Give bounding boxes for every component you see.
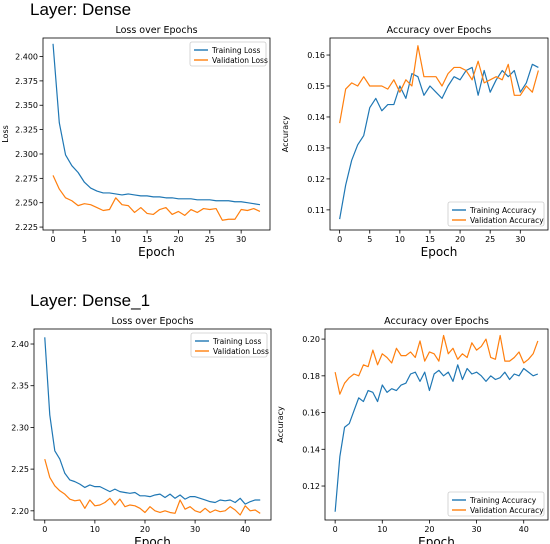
y-tick-label: 0.11	[307, 206, 325, 215]
x-tick-label: 0	[333, 525, 338, 534]
y-tick-label: 0.15	[307, 82, 325, 91]
plot-frame	[329, 37, 549, 231]
chart-title: Accuracy over Epochs	[384, 316, 489, 327]
legend-box	[189, 41, 267, 67]
x-tick-label: 15	[142, 235, 152, 244]
y-tick-label: 0.16	[307, 51, 325, 60]
legend-box	[190, 332, 268, 358]
y-tick-label: 0.14	[302, 445, 320, 454]
y-tick-label: 0.20	[302, 335, 320, 344]
y-tick-label: 0.12	[307, 175, 325, 184]
x-tick-label: 40	[240, 525, 250, 534]
legend-label: Training Accuracy	[469, 496, 537, 505]
x-tick-label: 0	[42, 525, 47, 534]
y-tick-label: 0.13	[307, 144, 325, 153]
series-line-training	[339, 63, 539, 220]
y-axis-label: Loss	[0, 416, 1, 434]
y-tick-label: 2.40	[11, 340, 29, 349]
x-tick-label: 10	[90, 525, 100, 534]
layer-title-dense: Layer: Dense	[30, 0, 132, 19]
x-axis-label: Epoch	[134, 535, 171, 544]
x-axis-label: Epoch	[421, 245, 458, 259]
y-tick-label: 2.375	[15, 77, 38, 86]
x-axis-label: Epoch	[138, 245, 175, 259]
x-tick-label: 40	[519, 525, 529, 534]
series-line-training	[52, 43, 261, 206]
x-tick-label: 20	[140, 525, 150, 534]
plot-frame	[42, 37, 271, 231]
y-axis-label: Loss	[1, 125, 10, 143]
y-tick-label: 2.250	[15, 199, 38, 208]
y-tick-label: 0.14	[307, 113, 325, 122]
series-line-validation	[334, 334, 539, 395]
x-axis-label: Epoch	[418, 535, 455, 544]
legend-label: Training Loss	[211, 46, 261, 55]
y-tick-label: 2.325	[15, 126, 38, 135]
dense-accuracy-chart: Accuracy over Epochs 0 5 10 15 20 25 30 0.11 0.12…	[281, 25, 549, 259]
x-tick-label: 25	[485, 235, 495, 244]
chart-title: Accuracy over Epochs	[387, 25, 492, 36]
x-tick-label: 30	[236, 235, 246, 244]
y-tick-label: 2.225	[15, 223, 38, 232]
legend-label: Validation Accuracy	[470, 216, 544, 225]
y-tick-label: 0.16	[302, 409, 320, 418]
legend-label: Validation Loss	[213, 347, 269, 356]
x-tick-label: 10	[377, 525, 387, 534]
x-tick-label: 20	[455, 235, 465, 244]
dense-1-loss-chart: Loss over Epochs 0 10 20 30 40 2.20 2.25 2.30 2.3…	[0, 316, 272, 544]
series-line-validation	[339, 45, 539, 124]
series-line-validation	[52, 175, 261, 221]
chart-title: Loss over Epochs	[111, 316, 193, 327]
x-tick-label: 5	[367, 235, 372, 244]
y-tick-label: 2.25	[11, 465, 29, 474]
series-line-training	[44, 337, 261, 505]
y-tick-label: 0.18	[302, 372, 320, 381]
legend-label: Training Accuracy	[469, 206, 537, 215]
series-line-validation	[44, 458, 261, 516]
layer-title-dense-1: Layer: Dense_1	[30, 291, 151, 310]
legend-label: Validation Accuracy	[470, 506, 544, 515]
plot-frame	[33, 328, 272, 521]
series-line-training	[334, 364, 539, 512]
y-axis-label: Accuracy	[276, 406, 285, 443]
y-axis-label: Accuracy	[281, 115, 290, 152]
y-tick-label: 2.400	[15, 53, 38, 62]
x-tick-label: 5	[82, 235, 87, 244]
plot-frame	[324, 328, 549, 521]
y-tick-label: 2.35	[11, 382, 29, 391]
dense-1-accuracy-chart: Accuracy over Epochs 0 10 20 30 40 0.12 0.14 0.1…	[276, 316, 549, 544]
y-tick-label: 2.300	[15, 150, 38, 159]
x-tick-label: 20	[173, 235, 183, 244]
y-tick-label: 2.30	[11, 423, 29, 432]
x-tick-label: 30	[190, 525, 200, 534]
legend-box	[447, 491, 545, 517]
dense-loss-chart: Loss over Epochs 0 5 10 15 20 25 30 2.225 2.250 2.…	[1, 25, 271, 259]
y-tick-label: 0.12	[302, 482, 320, 491]
x-tick-label: 10	[395, 235, 405, 244]
chart-title: Loss over Epochs	[115, 25, 197, 36]
x-tick-label: 30	[471, 525, 481, 534]
x-tick-label: 20	[424, 525, 434, 534]
y-tick-label: 2.275	[15, 174, 38, 183]
x-tick-label: 15	[425, 235, 435, 244]
x-tick-label: 0	[337, 235, 342, 244]
legend-box	[447, 201, 545, 227]
x-tick-label: 0	[50, 235, 55, 244]
x-tick-label: 30	[515, 235, 525, 244]
legend-label: Validation Loss	[212, 56, 268, 65]
y-tick-label: 2.20	[11, 507, 29, 516]
x-tick-label: 25	[205, 235, 215, 244]
legend-label: Training Loss	[212, 337, 262, 346]
x-tick-label: 10	[111, 235, 121, 244]
y-tick-label: 2.350	[15, 101, 38, 110]
